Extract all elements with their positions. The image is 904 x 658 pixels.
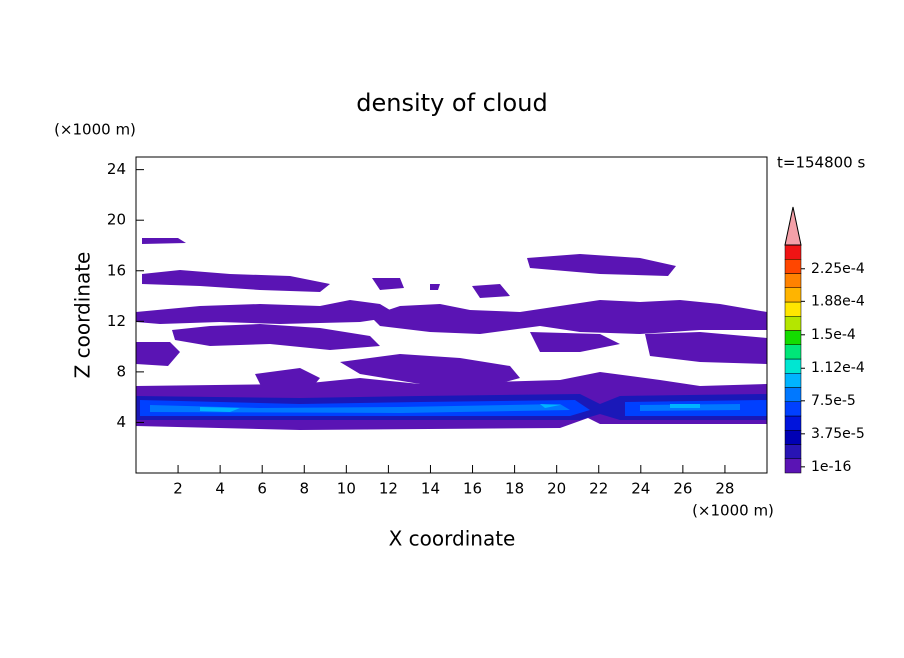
colorbar-swatch (784, 259, 802, 274)
y-tick-label: 16 (107, 261, 126, 279)
colorbar-swatch (784, 301, 802, 317)
colorbar-swatch (784, 316, 802, 331)
colorbar-swatch (784, 444, 802, 459)
y-tick-label: 20 (107, 211, 126, 229)
colorbar-swatch (784, 330, 802, 345)
y-unit: (×1000 m) (54, 121, 136, 139)
cloud-region (370, 300, 767, 334)
colorbar-tick-label: 3.75e-5 (811, 426, 865, 442)
colorbar-swatch (784, 244, 802, 260)
x-axis-title: X coordinate (389, 527, 516, 551)
x-tick-label: 14 (421, 480, 440, 498)
cloud-region (340, 354, 520, 386)
chart-title: density of cloud (356, 89, 547, 117)
colorbar-tick-label: 2.25e-4 (811, 261, 865, 277)
cloud-region (372, 278, 440, 290)
cloud-region (255, 368, 320, 390)
colorbar-swatch (784, 430, 802, 445)
x-tick-label: 10 (337, 480, 356, 498)
colorbar-swatch (784, 287, 802, 303)
plot-frame (135, 156, 768, 474)
cloud-region (142, 270, 330, 292)
colorbar-tick-label: 7.5e-5 (811, 393, 856, 409)
x-tick-label: 16 (463, 480, 482, 498)
cloud-region (645, 332, 767, 364)
colorbar-swatch (784, 387, 802, 402)
x-tick-label: 12 (379, 480, 398, 498)
cloud-region (172, 324, 380, 350)
colorbar-tick-label: 1e-16 (811, 459, 851, 475)
x-tick-label: 28 (715, 480, 734, 498)
time-annotation: t=154800 s (777, 154, 865, 172)
x-tick-label: 18 (505, 480, 524, 498)
y-tick-label: 8 (116, 362, 126, 380)
cloud-region (136, 342, 180, 366)
x-tick-label: 22 (589, 480, 608, 498)
cloud-region (142, 238, 186, 244)
cloud-region (472, 284, 510, 298)
cloud-region (530, 332, 620, 352)
cloud-region (136, 300, 400, 324)
x-tick-label: 2 (173, 480, 183, 498)
colorbar-extension (784, 206, 802, 246)
colorbar-swatch (784, 358, 802, 374)
x-unit: (×1000 m) (692, 502, 774, 520)
cloud-region (527, 254, 676, 276)
x-tick-label: 20 (547, 480, 566, 498)
x-tick-label: 24 (631, 480, 650, 498)
x-tick-label: 6 (257, 480, 267, 498)
colorbar-tick-label: 1.88e-4 (811, 293, 865, 309)
colorbar-swatch (784, 373, 802, 388)
x-tick-label: 4 (215, 480, 225, 498)
colorbar-swatch (784, 458, 802, 474)
x-tick-label: 8 (299, 480, 309, 498)
colorbar-swatch (784, 415, 802, 431)
colorbar-swatch (784, 273, 802, 288)
x-tick-label: 26 (673, 480, 692, 498)
y-axis-title: Z coordinate (71, 252, 95, 379)
colorbar-tick-label: 1.12e-4 (811, 360, 865, 376)
colorbar-swatch (784, 344, 802, 360)
contour-field (136, 238, 767, 430)
cloud-core (150, 404, 740, 413)
y-tick-label: 12 (107, 312, 126, 330)
colorbar-tick-label: 1.5e-4 (811, 327, 856, 343)
y-tick-label: 24 (107, 160, 126, 178)
y-tick-label: 4 (116, 413, 126, 431)
colorbar-swatch (784, 401, 802, 417)
